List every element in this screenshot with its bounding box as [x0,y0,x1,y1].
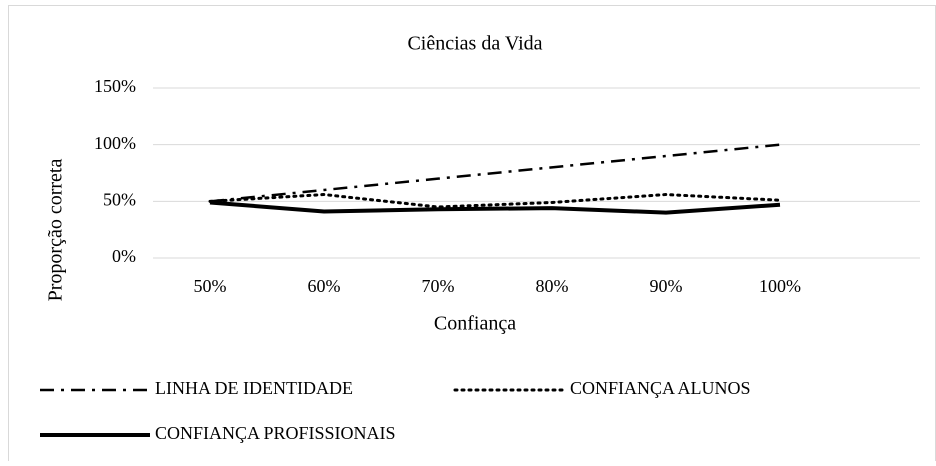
series-line [209,143,781,203]
x-tick-label: 100% [759,276,801,296]
chart-border [8,5,936,466]
legend-label: LINHA DE IDENTIDADE [155,378,353,398]
y-tick-label: 100% [94,133,136,153]
x-tick-label: 70% [422,276,455,296]
series-line [208,193,782,209]
x-tick-label: 60% [308,276,341,296]
legend-label: CONFIANÇA PROFISSIONAIS [155,423,396,443]
x-axis-label: Confiança [434,313,516,335]
y-axis-label: Proporção correta [45,159,67,302]
series-line [209,200,781,215]
chart-title: Ciências da Vida [407,33,542,55]
y-tick-label: 0% [112,246,136,266]
legend-label: CONFIANÇA ALUNOS [570,378,751,398]
y-tick-label: 50% [103,189,136,209]
x-tick-label: 80% [536,276,569,296]
x-tick-label: 90% [650,276,683,296]
x-tick-label: 50% [194,276,227,296]
y-tick-label: 150% [94,76,136,96]
